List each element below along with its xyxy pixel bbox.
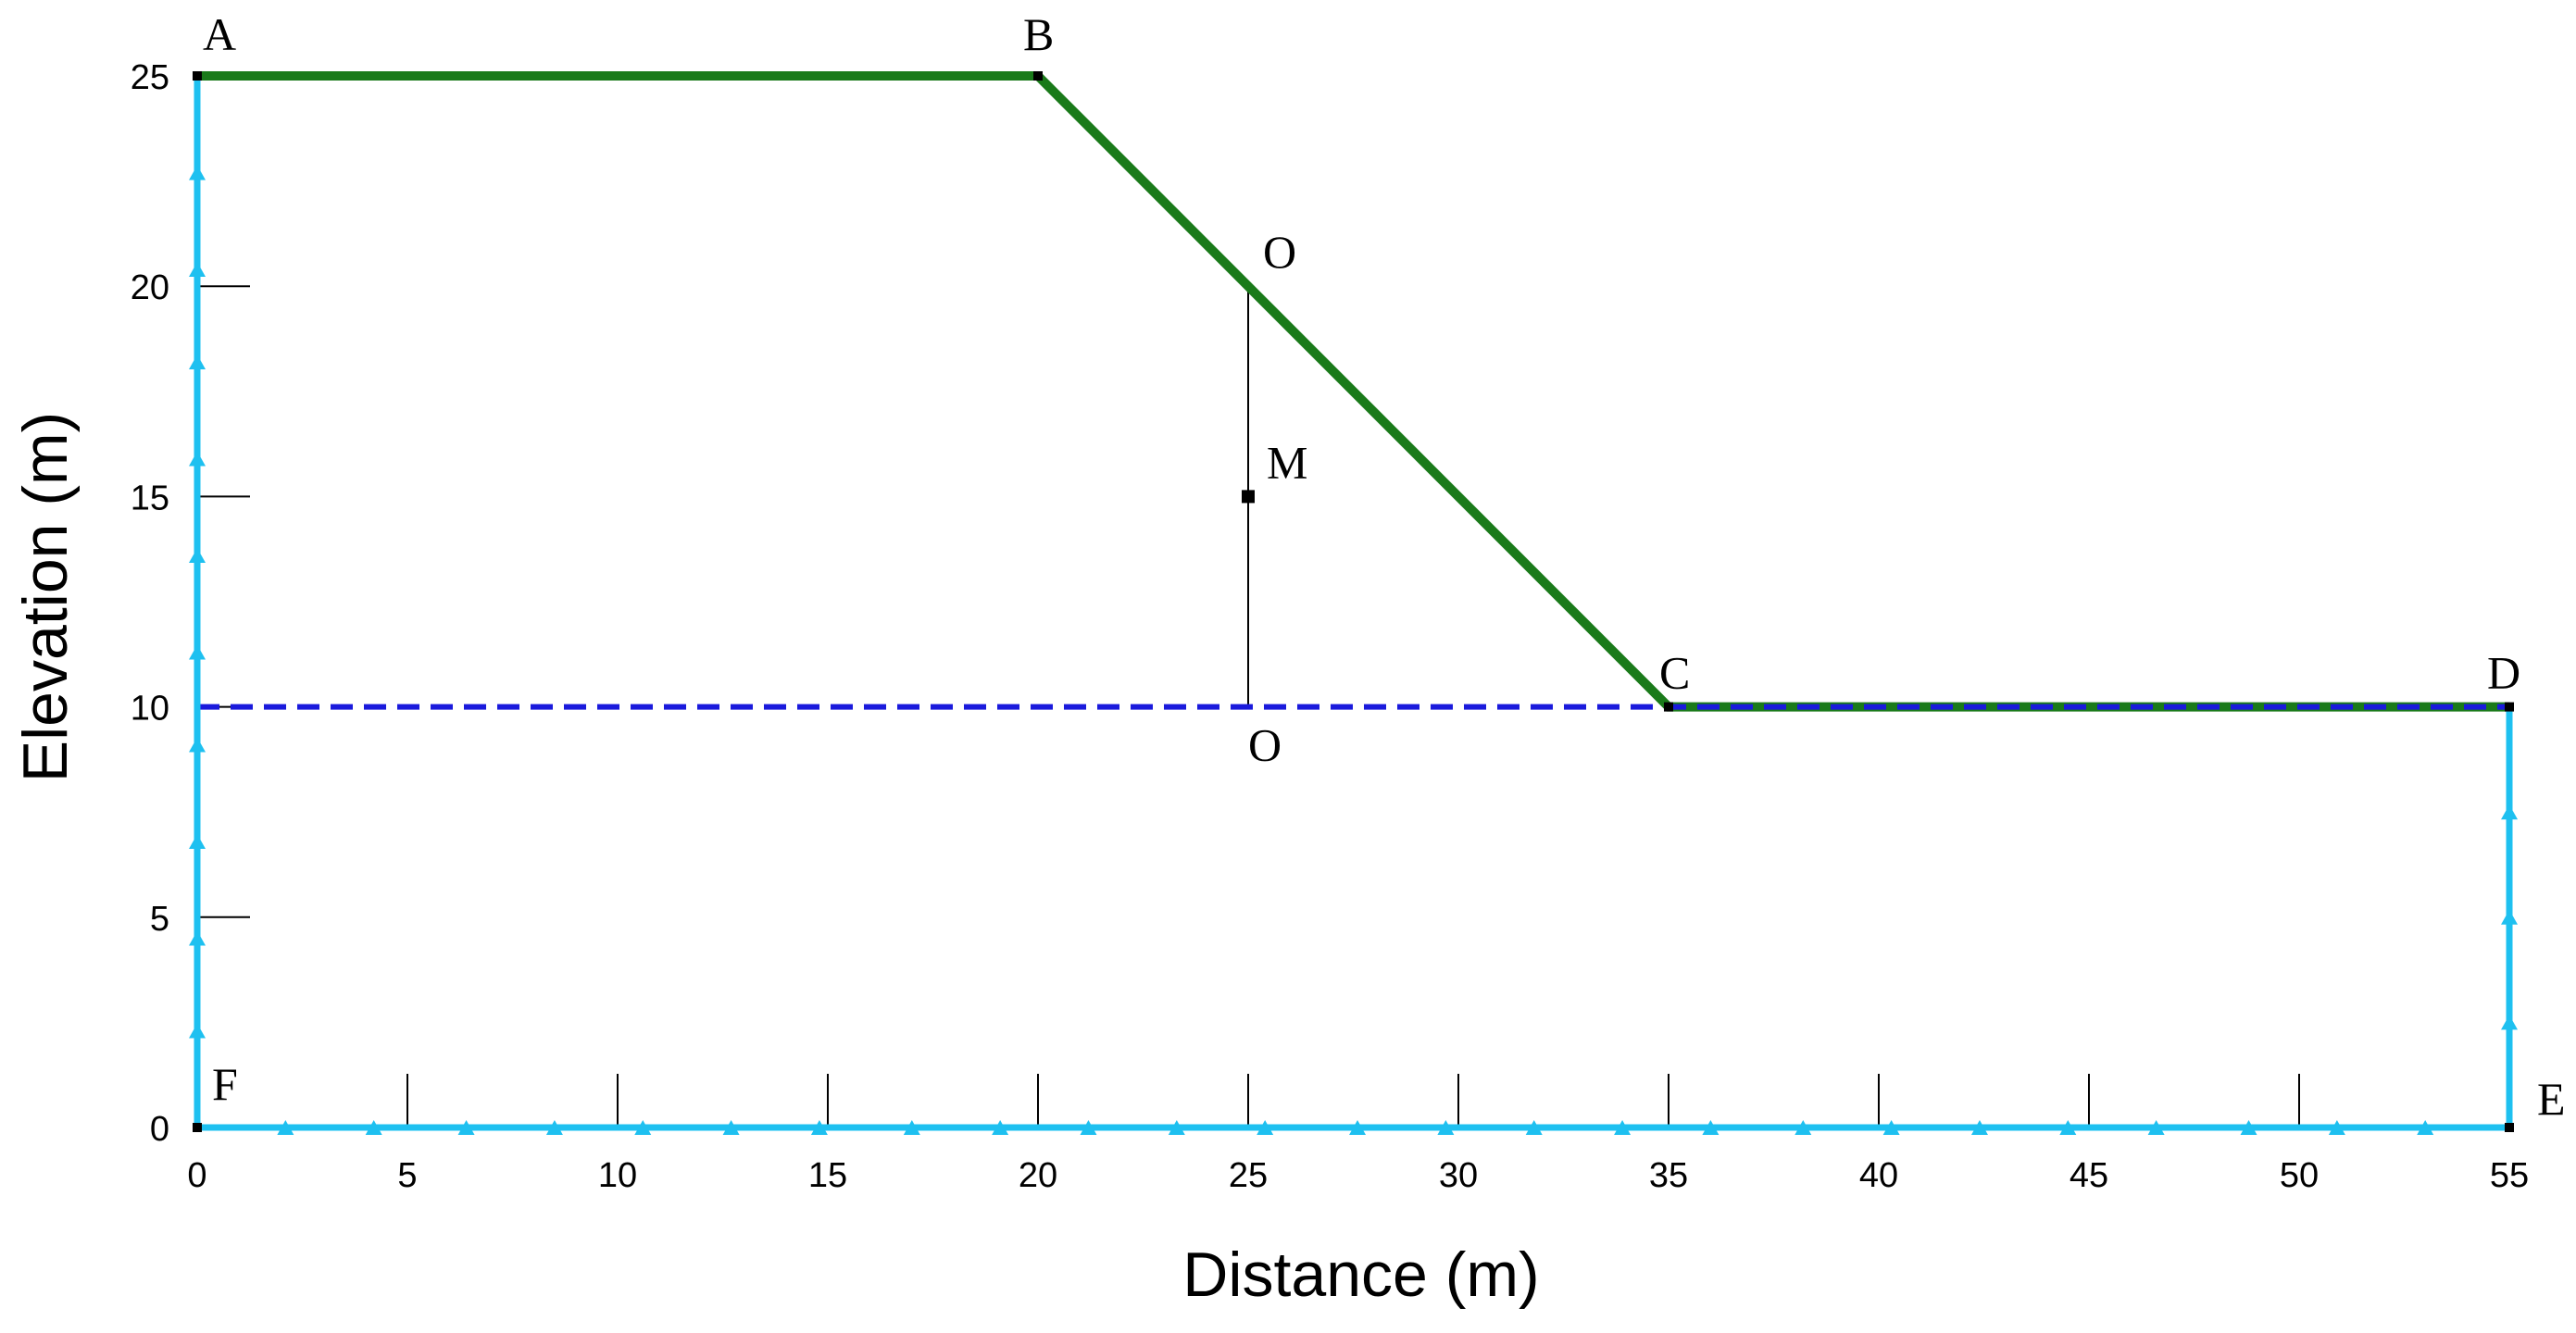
vertex-point	[2505, 1123, 2514, 1132]
point-labels: A B C D E F M O O	[203, 8, 2566, 1125]
y-tick-label: 25	[131, 58, 169, 97]
boundary-marker	[189, 548, 206, 564]
boundary-markers	[189, 71, 2518, 1135]
boundary-marker	[1168, 1120, 1185, 1135]
boundary-marker	[992, 1120, 1009, 1135]
boundary-marker	[189, 451, 206, 467]
boundary-marker	[2417, 1120, 2434, 1135]
data-series	[194, 71, 2513, 1131]
boundary-marker	[722, 1120, 740, 1135]
point-label-C: C	[1659, 647, 1690, 699]
point-label-F: F	[212, 1058, 238, 1110]
vertex-point	[193, 71, 202, 81]
slope-surface-line	[197, 71, 2509, 712]
y-tick-label: 0	[150, 1110, 169, 1149]
point-label-M: M	[1267, 436, 1307, 488]
boundary-marker	[189, 262, 206, 278]
vertex-point	[193, 1123, 202, 1132]
x-tick-label: 30	[1439, 1156, 1478, 1195]
point-label-E: E	[2537, 1073, 2566, 1125]
boundary-marker	[189, 737, 206, 753]
boundary-marker	[1794, 1120, 1812, 1135]
x-tick-label: 25	[1229, 1156, 1268, 1195]
boundary-marker	[903, 1120, 920, 1135]
vertex-point	[1033, 71, 1043, 81]
y-tick-label: 10	[131, 690, 169, 729]
y-tick-label: 20	[131, 268, 169, 307]
x-tick-label: 15	[808, 1156, 847, 1195]
boundary-marker	[2328, 1120, 2345, 1135]
point-label-O: O	[1248, 719, 1282, 771]
point-M-marker	[1242, 490, 1255, 504]
point-label-A: A	[203, 8, 236, 60]
boundary-marker	[1437, 1120, 1455, 1135]
y-axis-title: Elevation (m)	[10, 412, 81, 783]
boundary-marker	[2059, 1120, 2077, 1135]
boundary-marker	[365, 1120, 382, 1135]
boundary-marker	[2501, 1015, 2518, 1030]
y-tick-label: 5	[150, 900, 169, 939]
boundary-marker	[2240, 1120, 2257, 1135]
boundary-marker	[1882, 1120, 1900, 1135]
y-tick-label: 15	[131, 479, 169, 517]
boundary-marker	[189, 644, 206, 660]
x-axis-title: Distance (m)	[1182, 1240, 1539, 1310]
boundary-marker	[810, 1120, 828, 1135]
boundary-marker	[277, 1120, 294, 1135]
boundary-marker	[189, 1023, 206, 1039]
vertex-point	[1664, 702, 1673, 712]
boundary-marker	[2147, 1120, 2165, 1135]
x-tick-label: 50	[2280, 1156, 2319, 1195]
vertex-point	[2505, 702, 2514, 712]
x-tick-label: 20	[1019, 1156, 1057, 1195]
boundary-marker	[189, 834, 206, 850]
x-tick-label: 45	[2070, 1156, 2108, 1195]
boundary-marker	[1614, 1120, 1632, 1135]
boundary-marker	[1702, 1120, 1719, 1135]
boundary-marker	[1257, 1120, 1274, 1135]
point-label-B: B	[1023, 8, 1054, 60]
x-tick-label: 0	[187, 1156, 206, 1195]
x-tick-label: 35	[1649, 1156, 1688, 1195]
x-tick-label: 10	[598, 1156, 637, 1195]
tick-labels: 0 5 10 15 20 25 0 5 10 15 20 25 30 35 40 45 50 55	[131, 58, 2529, 1195]
x-tick-label: 5	[397, 1156, 417, 1195]
boundary-marker	[1080, 1120, 1097, 1135]
boundary-marker	[634, 1120, 652, 1135]
boundary-marker	[2501, 804, 2518, 820]
boundary-marker	[1970, 1120, 1988, 1135]
point-label-O: O	[1263, 226, 1296, 278]
boundary-marker	[2501, 909, 2518, 925]
point-label-D: D	[2487, 647, 2520, 699]
x-tick-label: 55	[2490, 1156, 2529, 1195]
boundary-marker	[457, 1120, 475, 1135]
boundary-marker	[545, 1120, 563, 1135]
x-tick-label: 40	[1859, 1156, 1898, 1195]
boundary-marker	[189, 930, 206, 946]
boundary-marker	[1525, 1120, 1543, 1135]
boundary-marker	[1349, 1120, 1367, 1135]
boundary-marker	[189, 165, 206, 181]
boundary-marker	[189, 354, 206, 369]
